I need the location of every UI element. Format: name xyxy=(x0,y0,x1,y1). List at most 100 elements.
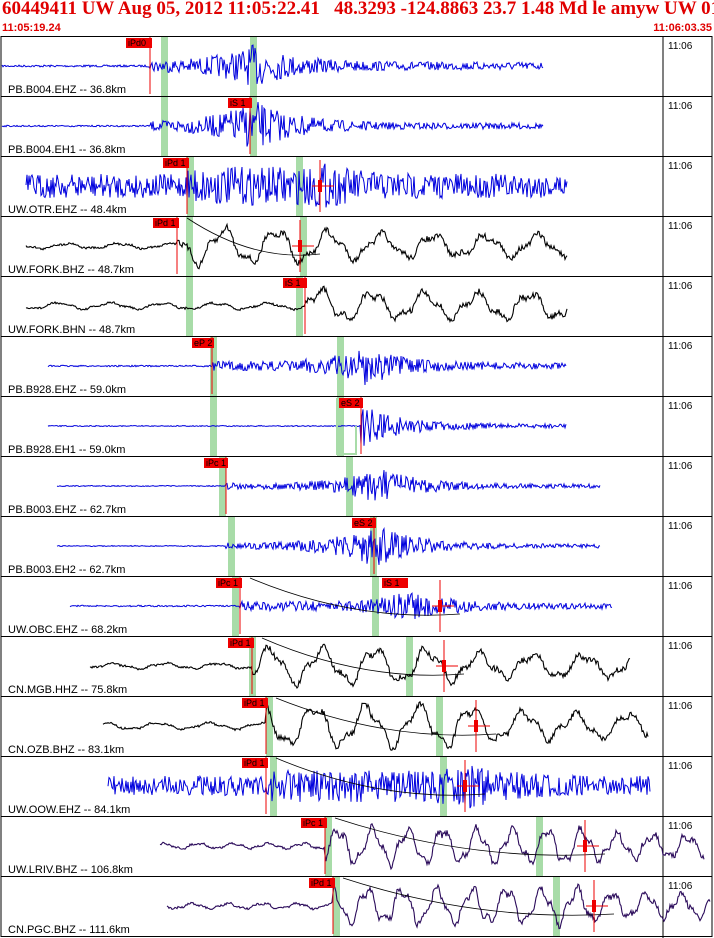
phase-pick-flag[interactable]: iS 1 xyxy=(228,97,252,154)
minute-tick-label: 11:06 xyxy=(668,761,693,772)
pick-label-box xyxy=(242,698,268,708)
minute-tick-label: 11:06 xyxy=(668,401,693,412)
phase-pick-flag[interactable]: iPd0 xyxy=(126,37,152,94)
station-label: CN.OZB.BHZ -- 83.1km xyxy=(8,744,124,756)
phase-pick-flag[interactable]: iS 1 xyxy=(283,277,307,334)
predicted-arrival-curve xyxy=(334,817,606,856)
station-label: CN.PGC.BHZ -- 111.6km xyxy=(8,924,130,936)
predicted-arrival-curve xyxy=(261,637,465,676)
station-label: CN.MGB.HHZ -- 75.8km xyxy=(8,684,127,696)
station-label: PB.B004.EHZ -- 36.8km xyxy=(8,84,126,96)
minute-tick-label: 11:06 xyxy=(668,821,693,832)
p-window-band xyxy=(333,877,340,936)
phase-pick-flag[interactable]: iPc 1 xyxy=(204,457,228,514)
p-window-band xyxy=(266,697,273,756)
pick-label-box xyxy=(216,578,242,588)
event-summary-title: 60449411 UW Aug 05, 2012 11:05:22.41 48.… xyxy=(2,0,714,19)
s-window-band xyxy=(406,637,413,696)
minute-tick-label: 11:06 xyxy=(668,41,693,52)
pick-label: iS 1 xyxy=(285,278,301,288)
predicted-arrival-curve xyxy=(342,877,615,916)
waveform xyxy=(1,44,544,85)
phase-pick-flag[interactable]: eS 2 xyxy=(339,397,363,454)
pick-label: iPc 1 xyxy=(303,818,323,828)
trace-pb-b003-eh2[interactable]: eS 2 11:06 PB.B003.EH2 -- 62.7km xyxy=(1,516,712,577)
event-header: 60449411 UW Aug 05, 2012 11:05:22.41 48.… xyxy=(0,0,714,36)
p-window-band xyxy=(186,277,193,336)
s-window-band xyxy=(372,577,379,636)
phase-pick-flag[interactable]: eS 2 xyxy=(352,517,376,574)
minute-tick-label: 11:06 xyxy=(668,701,693,712)
minute-tick-label: 11:06 xyxy=(668,101,693,112)
trace-pb-b003-ehz[interactable]: iPc 1 11:06 PB.B003.EHZ -- 62.7km xyxy=(1,456,712,517)
p-window-band xyxy=(210,397,217,456)
phase-pick-flag[interactable]: iPd 1 xyxy=(228,637,254,694)
station-label: PB.B928.EH1 -- 59.0km xyxy=(8,444,125,456)
pick-label-box xyxy=(352,518,376,528)
trace-pb-b004-eh1[interactable]: iS 1 11:06 PB.B004.EH1 -- 36.8km xyxy=(1,96,712,157)
s-window-band xyxy=(346,457,353,516)
seismogram-panel[interactable]: iPd0 11:06 PB.B004.EHZ -- 36.8km iS 1 11:06 P… xyxy=(0,36,714,938)
phase-pick-flag[interactable]: iPc 1 xyxy=(301,817,327,874)
phase-pick-flag[interactable]: iPd 1 xyxy=(242,757,268,814)
phase-pick-flag[interactable]: iPd 1 xyxy=(153,217,179,274)
trace-uw-lriv-bhz[interactable]: iPc 1 11:06 UW.LRIV.BHZ -- 106.8km xyxy=(1,816,712,877)
predicted-arrival-curve xyxy=(275,757,486,796)
window-end-time: 11:06:03.35 xyxy=(653,22,712,34)
predicted-arrival-curve xyxy=(275,697,497,736)
pick-label: iPd 1 xyxy=(230,638,251,648)
waveform xyxy=(56,470,601,501)
panel-frame xyxy=(0,36,713,937)
waveform xyxy=(47,350,567,386)
pick-label-box xyxy=(126,38,152,48)
phase-pick-flag[interactable]: eP 2 xyxy=(192,337,214,394)
p-window-band xyxy=(161,97,168,156)
waveform xyxy=(25,285,568,324)
station-label: UW.OOW.EHZ -- 84.1km xyxy=(8,804,130,816)
trace-uw-fork-bhz[interactable]: iPd 1 11:06 UW.FORK.BHZ -- 48.7km xyxy=(1,216,712,277)
pick-label: eS 2 xyxy=(354,518,373,528)
waveform xyxy=(107,765,651,809)
pick-label-box xyxy=(153,218,179,228)
s-window-band xyxy=(296,277,303,336)
pick-label: iPd 1 xyxy=(311,878,332,888)
trace-pb-b928-eh1[interactable]: eS 2 11:06 PB.B928.EH1 -- 59.0km xyxy=(1,396,712,457)
waveform xyxy=(69,592,613,620)
predicted-arrival-curve xyxy=(186,217,321,256)
phase-pick-flag[interactable]: iPd 1 xyxy=(163,157,189,214)
pick-label: iPd 1 xyxy=(244,698,265,708)
pick-label: iPd0 xyxy=(128,38,146,48)
pick-label: iS 1 xyxy=(230,98,246,108)
waveform xyxy=(25,163,568,208)
phase-pick-flag[interactable]: iPd 1 xyxy=(309,877,335,934)
minute-tick-label: 11:06 xyxy=(668,881,693,892)
trace-uw-obc-ehz[interactable]: iPc 1 iS 1 11:06 UW.OBC.EHZ -- 68.2km xyxy=(1,576,712,637)
trace-pb-b928-ehz[interactable]: eP 2 11:06 PB.B928.EHZ -- 59.0km xyxy=(1,336,712,397)
minute-tick-label: 11:06 xyxy=(668,281,693,292)
pick-label-box xyxy=(283,278,307,288)
pick-label-box xyxy=(301,818,327,828)
trace-uw-otr-ehz[interactable]: iPd 1 11:06 UW.OTR.EHZ -- 48.4km xyxy=(1,156,712,217)
trace-cn-mgb-hhz[interactable]: iPd 1 11:06 CN.MGB.HHZ -- 75.8km xyxy=(1,636,712,697)
phase-pick-flag[interactable]: iPd 1 xyxy=(242,697,268,754)
pick-label-box xyxy=(242,758,268,768)
window-start-time: 11:05:19.24 xyxy=(2,22,61,34)
waveform xyxy=(102,700,649,751)
s-window-band xyxy=(553,877,560,936)
phase-pick-flag-2[interactable]: iS 1 xyxy=(382,578,408,588)
phase-pick-flag[interactable]: iPc 1 xyxy=(216,577,242,634)
trace-pb-b004-ehz[interactable]: iPd0 11:06 PB.B004.EHZ -- 36.8km xyxy=(1,37,693,96)
s-window-band xyxy=(536,817,543,876)
trace-uw-oow-ehz[interactable]: iPd 1 11:06 UW.OOW.EHZ -- 84.1km xyxy=(1,756,712,817)
waveform xyxy=(89,643,631,689)
s-window-box xyxy=(336,398,357,455)
pick-label-box xyxy=(192,338,214,348)
pick-label: iPc 1 xyxy=(206,458,226,468)
trace-uw-fork-bhn[interactable]: iS 1 11:06 UW.FORK.BHN -- 48.7km xyxy=(1,276,712,337)
minute-tick-label: 11:06 xyxy=(668,461,693,472)
pick-label-box xyxy=(228,98,252,108)
trace-cn-ozb-bhz[interactable]: iPd 1 11:06 CN.OZB.BHZ -- 83.1km xyxy=(1,696,712,757)
p-window-band xyxy=(187,157,194,216)
trace-cn-pgc-bhz[interactable]: iPd 1 11:06 CN.PGC.BHZ -- 111.6km xyxy=(1,876,712,937)
pick-label: eP 2 xyxy=(194,338,212,348)
